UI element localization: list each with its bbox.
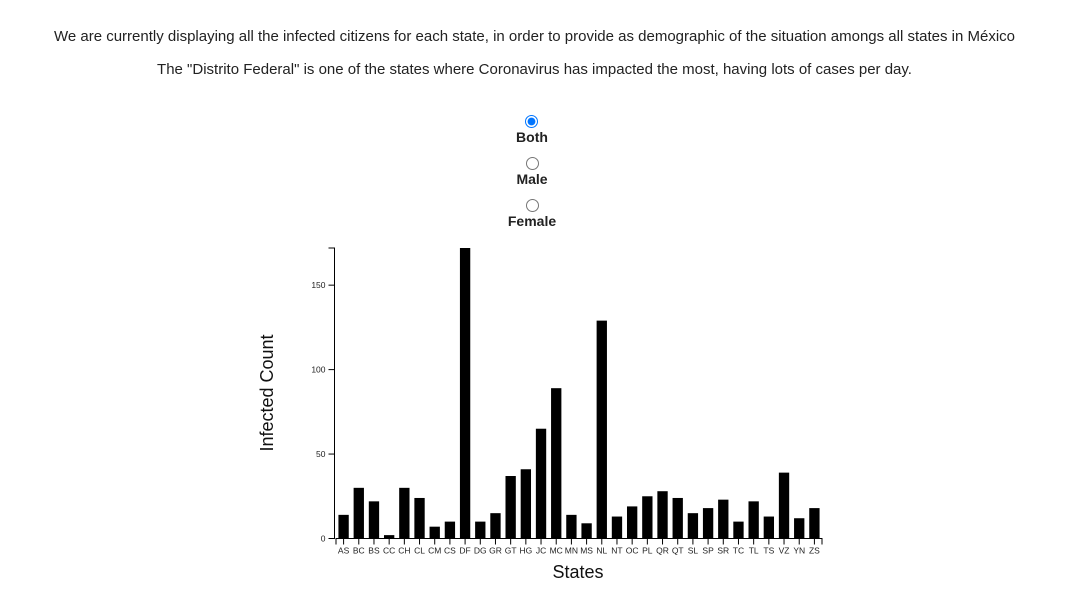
y-axis: 0 50 100 150 bbox=[311, 247, 335, 544]
x-tick-label: CM bbox=[428, 546, 441, 556]
x-tick-label: MC bbox=[550, 546, 563, 556]
bar-sp[interactable] bbox=[702, 508, 714, 539]
x-tick-label: SR bbox=[717, 546, 729, 556]
x-axis: AS BC BS CC CH CL CM CS DF DG GR GT HG JC MC MN MS NL NT OC… bbox=[335, 538, 823, 556]
x-tick-label: DG bbox=[474, 546, 487, 556]
x-tick-label: PL bbox=[642, 546, 653, 556]
x-tick-label: GR bbox=[489, 546, 502, 556]
radio-both[interactable] bbox=[525, 115, 539, 128]
x-tick-label: TS bbox=[763, 546, 774, 556]
radio-label-male: Male bbox=[516, 171, 548, 187]
bar-as[interactable] bbox=[338, 514, 349, 539]
intro-line-2: The "Distrito Federal" is one of the sta… bbox=[157, 61, 912, 78]
bar-tl[interactable] bbox=[748, 501, 759, 539]
bar-dg[interactable] bbox=[475, 521, 486, 539]
y-axis-title: Infected Count bbox=[257, 334, 277, 451]
bar-bc[interactable] bbox=[353, 487, 364, 539]
x-tick-label: BS bbox=[368, 546, 380, 556]
bar-nt[interactable] bbox=[611, 516, 623, 539]
bar-yn[interactable] bbox=[794, 518, 805, 539]
x-tick-label: CH bbox=[398, 546, 410, 556]
bar-ts[interactable] bbox=[763, 516, 775, 539]
bar-df[interactable] bbox=[459, 248, 471, 539]
bar-mn[interactable] bbox=[566, 514, 577, 539]
bar-tc[interactable] bbox=[733, 521, 744, 539]
x-tick-label: BC bbox=[353, 546, 365, 556]
bar-cm[interactable] bbox=[429, 526, 440, 539]
bars-group bbox=[338, 248, 820, 539]
y-axis-line bbox=[328, 247, 335, 539]
x-axis-line bbox=[335, 538, 823, 545]
bar-ms[interactable] bbox=[581, 523, 592, 539]
x-tick-label: AS bbox=[338, 546, 350, 556]
bar-ch[interactable] bbox=[399, 487, 410, 539]
x-tick-label: MS bbox=[580, 546, 593, 556]
x-tick-label: QT bbox=[672, 546, 684, 556]
bar-gt[interactable] bbox=[505, 476, 516, 539]
bar-qr[interactable] bbox=[657, 491, 668, 539]
bar-cc[interactable] bbox=[383, 535, 395, 539]
x-tick-label: YN bbox=[793, 546, 805, 556]
y-tick-label: 150 bbox=[311, 280, 325, 290]
x-tick-label: MN bbox=[565, 546, 578, 556]
bar-sr[interactable] bbox=[718, 499, 729, 539]
x-tick-label: TL bbox=[749, 546, 759, 556]
radio-male[interactable] bbox=[525, 157, 539, 170]
bar-vz[interactable] bbox=[778, 472, 790, 539]
x-tick-label: HG bbox=[519, 546, 532, 556]
x-tick-label: CS bbox=[444, 546, 456, 556]
bar-hg[interactable] bbox=[520, 469, 532, 539]
bar-pl[interactable] bbox=[642, 496, 653, 539]
bar-gr[interactable] bbox=[490, 513, 501, 539]
radio-label-female: Female bbox=[507, 213, 557, 229]
bar-cs[interactable] bbox=[444, 521, 456, 539]
y-tick-label: 0 bbox=[321, 534, 326, 544]
radio-option-both[interactable]: Both bbox=[516, 113, 548, 155]
radio-option-female[interactable]: Female bbox=[508, 197, 556, 239]
x-axis-title: States bbox=[552, 562, 603, 582]
bar-sl[interactable] bbox=[687, 513, 699, 539]
x-tick-label: CL bbox=[414, 546, 425, 556]
x-tick-label: VZ bbox=[779, 546, 790, 556]
bar-zs[interactable] bbox=[809, 508, 820, 539]
bar-qt[interactable] bbox=[672, 497, 683, 539]
x-tick-label: TC bbox=[733, 546, 744, 556]
y-tick-label: 100 bbox=[311, 365, 325, 375]
radio-label-both: Both bbox=[516, 129, 548, 145]
radio-option-male[interactable]: Male bbox=[516, 155, 548, 197]
x-tick-label: QR bbox=[656, 546, 669, 556]
bar-cl[interactable] bbox=[414, 497, 425, 539]
y-tick-label: 50 bbox=[316, 449, 326, 459]
radio-female[interactable] bbox=[525, 199, 539, 212]
bar-bs[interactable] bbox=[368, 501, 380, 539]
x-tick-label: NL bbox=[596, 546, 607, 556]
bar-jc[interactable] bbox=[535, 428, 547, 539]
x-tick-label: JC bbox=[536, 546, 546, 556]
gender-filter: Both Male Female bbox=[482, 113, 582, 239]
x-tick-label: OC bbox=[626, 546, 639, 556]
intro-line-1: We are currently displaying all the infe… bbox=[53, 28, 1016, 45]
x-tick-label: GT bbox=[505, 546, 517, 556]
x-tick-label: ZS bbox=[809, 546, 820, 556]
x-tick-label: SL bbox=[688, 546, 699, 556]
bar-oc[interactable] bbox=[626, 506, 638, 539]
x-tick-label: SP bbox=[702, 546, 714, 556]
bar-mc[interactable] bbox=[551, 388, 562, 539]
x-tick-label: CC bbox=[383, 546, 395, 556]
x-tick-label: DF bbox=[459, 546, 470, 556]
x-tick-label: NT bbox=[611, 546, 622, 556]
bar-nl[interactable] bbox=[596, 320, 607, 539]
